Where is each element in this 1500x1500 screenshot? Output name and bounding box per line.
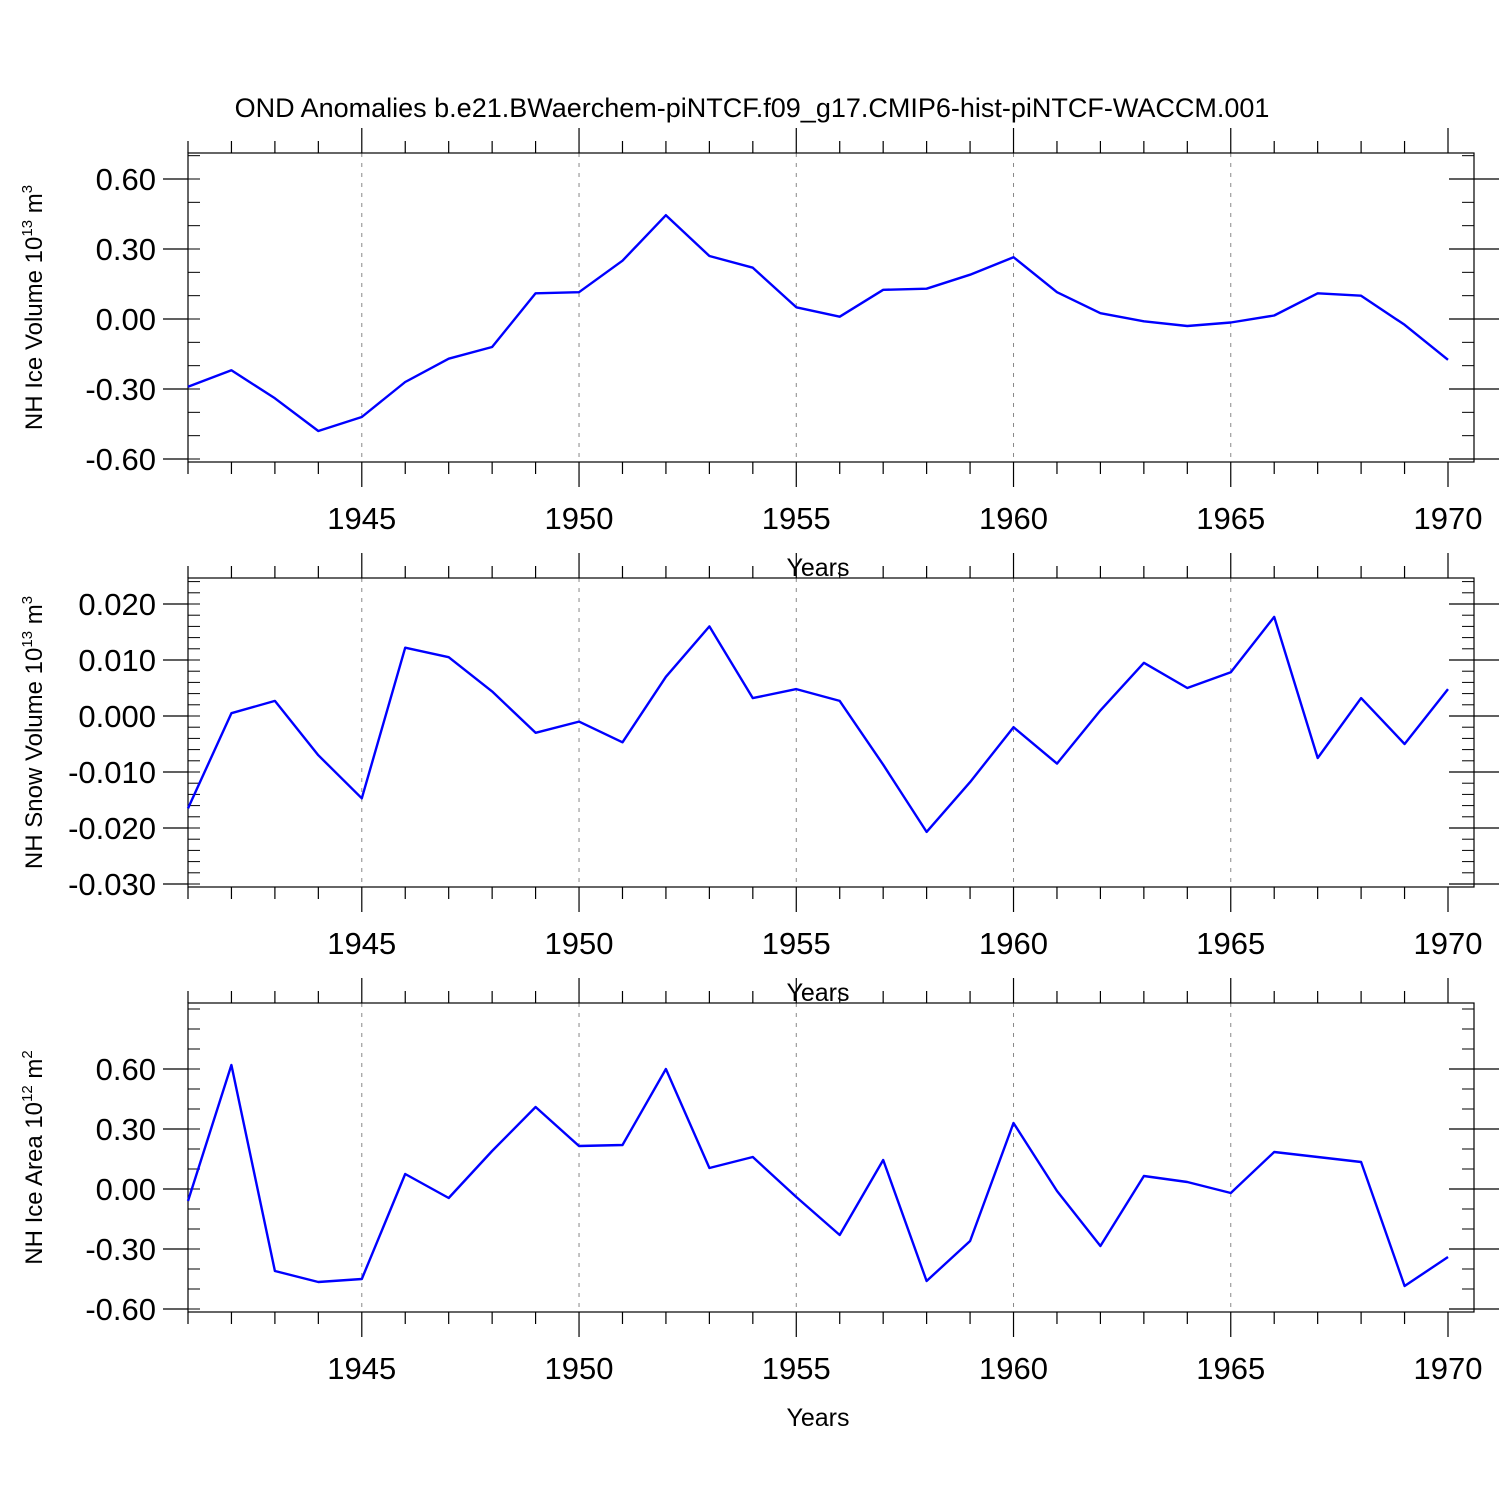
y-tick-label: 0.00 (96, 1172, 156, 1207)
y-tick-label: -0.30 (85, 372, 156, 407)
x-tick-label: 1960 (979, 1351, 1048, 1386)
x-tick-label: 1955 (762, 501, 831, 536)
x-tick-label: 1950 (545, 501, 614, 536)
y-tick-label: 0.020 (78, 587, 156, 622)
y-tick-label: 0.60 (96, 1052, 156, 1087)
series-line (187, 213, 1449, 433)
x-tick-label: 1950 (545, 1351, 614, 1386)
y-tick-label: -0.30 (85, 1232, 156, 1267)
x-axis-label: Years (786, 979, 849, 1007)
y-tick-label: -0.030 (68, 867, 156, 902)
y-tick-label: 0.000 (78, 699, 156, 734)
series-line (186, 615, 1449, 834)
series-line (186, 1063, 1449, 1288)
y-tick-label: -0.020 (68, 811, 156, 846)
y-tick-label: -0.010 (68, 755, 156, 790)
plot-frame (187, 152, 1475, 463)
y-tick-label: 0.30 (96, 232, 156, 267)
y-axis-label: NH Ice Area 1012 m2 (19, 1050, 48, 1264)
x-tick-label: 1945 (327, 1351, 396, 1386)
panel-2: -0.030 -0.020 -0.010 0.000 0.010 0.020 1945 195… (19, 553, 1499, 1007)
x-axis-label: Years (786, 1404, 849, 1432)
plot-frame (187, 577, 1475, 888)
x-tick-label: 1960 (979, 501, 1048, 536)
x-axis-label: Years (786, 554, 849, 582)
plot-frame (187, 1002, 1475, 1313)
y-tick-label: 0.60 (96, 162, 156, 197)
x-tick-label: 1945 (327, 926, 396, 961)
y-axis-label: NH Ice Volume 1013 m3 (19, 185, 48, 430)
x-tick-label: 1970 (1414, 926, 1483, 961)
y-tick-label: 0.010 (78, 643, 156, 678)
x-tick-label: 1950 (545, 926, 614, 961)
chart-title: OND Anomalies b.e21.BWaerchem-piNTCF.f09… (235, 93, 1270, 123)
panel-1: -0.60 -0.30 0.00 0.30 0.60 1945 1950 1955 1960 19… (19, 128, 1499, 582)
x-tick-label: 1965 (1196, 501, 1265, 536)
y-tick-label: 0.00 (96, 302, 156, 337)
x-tick-label: 1945 (327, 501, 396, 536)
y-tick-label: -0.60 (85, 1292, 156, 1327)
x-tick-label: 1965 (1196, 926, 1265, 961)
x-tick-label: 1970 (1414, 1351, 1483, 1386)
y-axis-label: NH Snow Volume 1013 m3 (19, 596, 48, 869)
y-tick-label: -0.60 (85, 442, 156, 477)
x-tick-label: 1970 (1414, 501, 1483, 536)
x-tick-label: 1955 (762, 926, 831, 961)
x-tick-label: 1965 (1196, 1351, 1265, 1386)
x-tick-label: 1960 (979, 926, 1048, 961)
panel-3: -0.60 -0.30 0.00 0.30 0.60 1945 1950 1955 1960 19… (19, 978, 1499, 1432)
x-tick-label: 1955 (762, 1351, 831, 1386)
y-tick-label: 0.30 (96, 1112, 156, 1147)
